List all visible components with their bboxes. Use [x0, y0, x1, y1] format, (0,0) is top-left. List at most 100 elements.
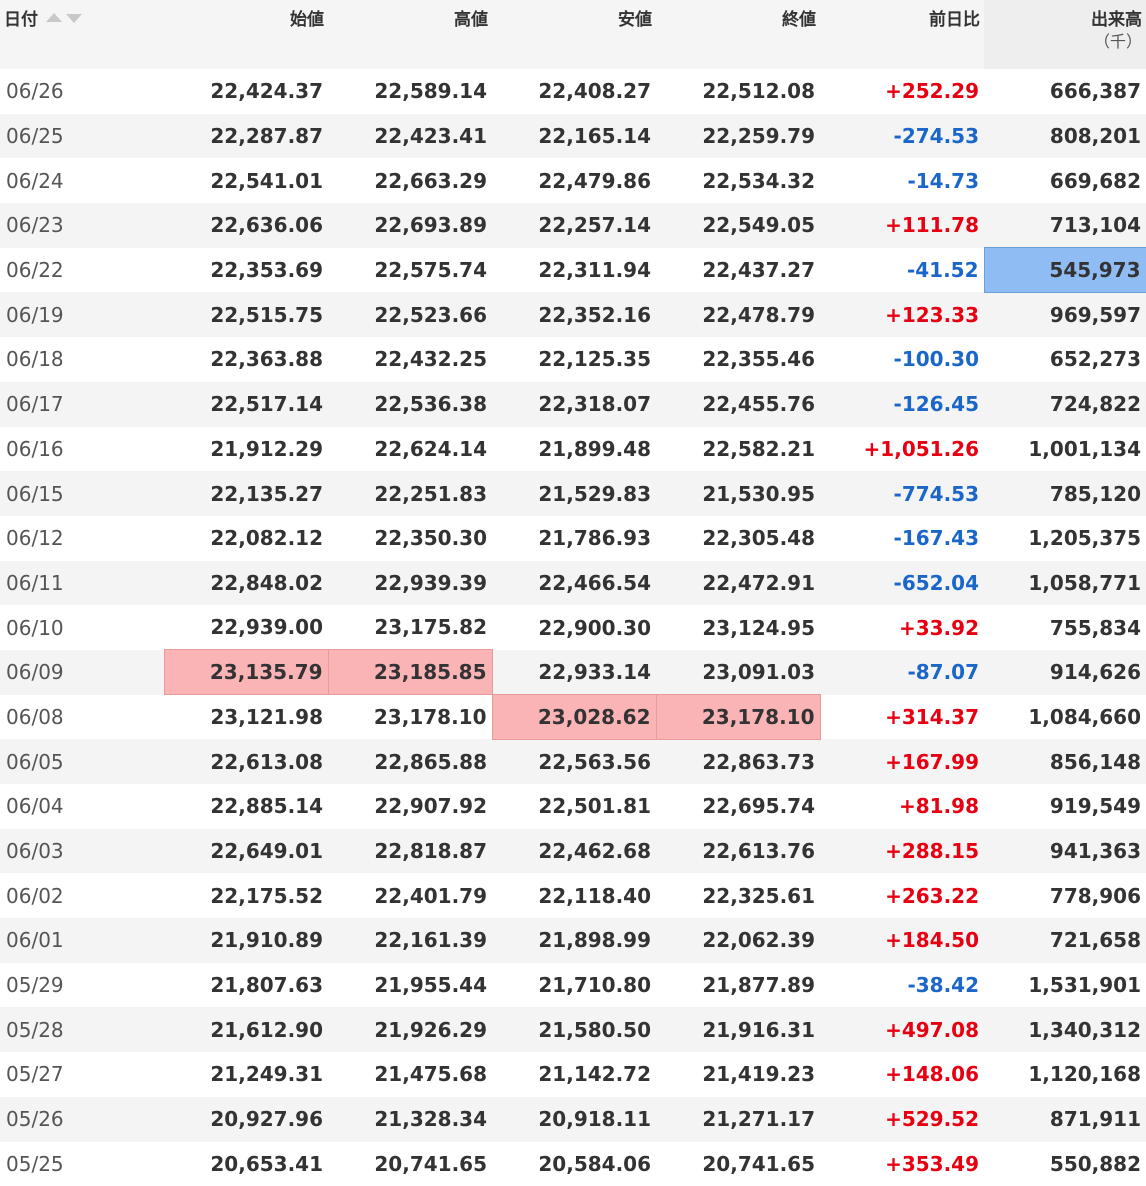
table-row: 06/01 21,910.89 22,161.39 21,898.99 22,062.3… [0, 918, 1146, 963]
cell-close: 22,534.32 [702, 168, 815, 193]
table-row: 06/23 22,636.06 22,693.89 22,257.14 22,549.0… [0, 203, 1146, 248]
cell-open: 23,135.79 [163, 649, 329, 696]
cell-close: 23,124.95 [702, 615, 815, 640]
cell-date: 05/27 [6, 1062, 64, 1087]
cell-date: 06/26 [6, 79, 64, 104]
cell-close: 21,419.23 [702, 1062, 815, 1087]
cell-change: +288.15 [820, 828, 984, 874]
cell-change: -38.42 [907, 973, 979, 998]
cell-change: +263.22 [885, 883, 979, 908]
cell-change: +529.52 [820, 1096, 984, 1142]
cell-close: 22,325.61 [702, 883, 815, 908]
cell-close: 22,695.74 [702, 794, 815, 819]
cell-volume: 550,882 [1049, 1151, 1141, 1176]
cell-date: 05/25 [6, 1151, 64, 1176]
cell-open: 22,848.02 [164, 560, 328, 606]
cell-volume: 856,148 [984, 739, 1146, 784]
header-close-label: 終値 [782, 10, 816, 30]
header-low-label: 安値 [618, 10, 652, 30]
cell-date: 05/29 [6, 973, 64, 998]
cell-volume: 785,120 [984, 471, 1146, 516]
cell-high: 20,741.65 [374, 1151, 487, 1176]
cell-change: +497.08 [820, 1007, 984, 1053]
table-body: 06/26 22,424.37 22,589.14 22,408.27 22,512.0… [0, 69, 1146, 1186]
cell-volume: 871,911 [984, 1096, 1146, 1142]
cell-low: 23,028.62 [491, 694, 657, 740]
header-high-label: 高値 [454, 10, 488, 30]
cell-open: 22,135.27 [164, 471, 328, 516]
table-row: 05/25 20,653.41 20,741.65 20,584.06 20,741.6… [0, 1142, 1146, 1186]
cell-close: 21,916.31 [656, 1007, 820, 1053]
cell-high: 22,907.92 [374, 794, 487, 819]
table-row: 06/05 22,613.08 22,865.88 22,563.56 22,863.7… [0, 739, 1146, 784]
sort-descending-icon[interactable] [66, 14, 82, 23]
cell-close: 22,455.76 [656, 381, 820, 427]
cell-open: 22,175.52 [210, 883, 323, 908]
cell-change: +111.78 [820, 203, 984, 248]
cell-volume: 778,906 [1049, 883, 1141, 908]
cell-close: 22,512.08 [702, 79, 815, 104]
table-row: 06/22 22,353.69 22,575.74 22,311.94 22,437.2… [0, 247, 1146, 293]
cell-change: -652.04 [820, 560, 984, 606]
cell-date: 06/12 [6, 526, 64, 551]
header-change: 前日比 [820, 0, 984, 69]
cell-low: 22,462.68 [492, 828, 656, 874]
cell-close: 20,741.65 [702, 1151, 815, 1176]
cell-change: -126.45 [820, 381, 984, 427]
cell-open: 22,363.88 [210, 347, 323, 372]
cell-close: 22,305.48 [702, 526, 815, 551]
cell-low: 22,318.07 [492, 381, 656, 427]
cell-low: 21,580.50 [492, 1007, 656, 1053]
cell-change: +353.49 [885, 1151, 979, 1176]
cell-low: 22,479.86 [538, 168, 651, 193]
cell-low: 22,165.14 [492, 113, 656, 159]
cell-change: -774.53 [820, 471, 984, 516]
cell-open: 22,515.75 [164, 292, 328, 338]
cell-change: +184.50 [820, 918, 984, 963]
header-volume-unit: （千） [1093, 32, 1142, 51]
cell-volume: 724,822 [984, 381, 1146, 427]
table-row: 06/25 22,287.87 22,423.41 22,165.14 22,259.7… [0, 113, 1146, 159]
cell-volume: 755,834 [1049, 615, 1141, 640]
cell-date: 05/28 [0, 1007, 164, 1053]
cell-date: 06/24 [6, 168, 64, 193]
cell-high: 23,175.82 [374, 615, 487, 640]
cell-high: 22,401.79 [374, 883, 487, 908]
table-row: 06/26 22,424.37 22,589.14 22,408.27 22,512.0… [0, 69, 1146, 114]
cell-high: 22,589.14 [374, 79, 487, 104]
cell-date: 06/03 [0, 828, 164, 874]
header-volume-label: 出来高 [1091, 10, 1142, 30]
cell-open: 22,649.01 [164, 828, 328, 874]
table-row: 06/12 22,082.12 22,350.30 21,786.93 22,305.4… [0, 516, 1146, 561]
cell-low: 22,408.27 [538, 79, 651, 104]
cell-high: 22,818.87 [328, 828, 492, 874]
cell-change: +1,051.26 [863, 436, 979, 461]
cell-volume: 666,387 [1049, 79, 1141, 104]
cell-date: 06/09 [0, 649, 164, 695]
cell-volume: 919,549 [1049, 794, 1141, 819]
cell-change: +81.98 [898, 794, 979, 819]
cell-change: -41.52 [906, 258, 979, 283]
cell-high: 22,575.74 [374, 258, 487, 283]
sort-ascending-icon[interactable] [46, 13, 62, 22]
cell-volume: 1,084,660 [1028, 704, 1141, 729]
cell-volume: 808,201 [984, 113, 1146, 159]
cell-low: 21,529.83 [492, 471, 656, 516]
header-open-label: 始値 [290, 10, 324, 30]
cell-date: 06/23 [0, 203, 164, 248]
cell-change: +33.92 [898, 615, 979, 640]
cell-open: 21,912.29 [210, 436, 323, 461]
cell-open: 21,612.90 [164, 1007, 328, 1053]
cell-low: 21,142.72 [538, 1062, 651, 1087]
cell-date: 06/10 [6, 615, 64, 640]
cell-date: 06/15 [0, 471, 164, 516]
cell-date: 06/05 [0, 739, 164, 784]
cell-low: 22,501.81 [538, 794, 651, 819]
header-date[interactable]: 日付 [0, 0, 164, 69]
cell-volume: 652,273 [1049, 347, 1141, 372]
table-row: 06/10 22,939.00 23,175.82 22,900.30 23,124.9… [0, 605, 1146, 650]
cell-open: 22,424.37 [210, 79, 323, 104]
cell-change: -14.73 [907, 168, 979, 193]
cell-open: 22,613.08 [164, 739, 328, 784]
cell-low: 22,125.35 [538, 347, 651, 372]
